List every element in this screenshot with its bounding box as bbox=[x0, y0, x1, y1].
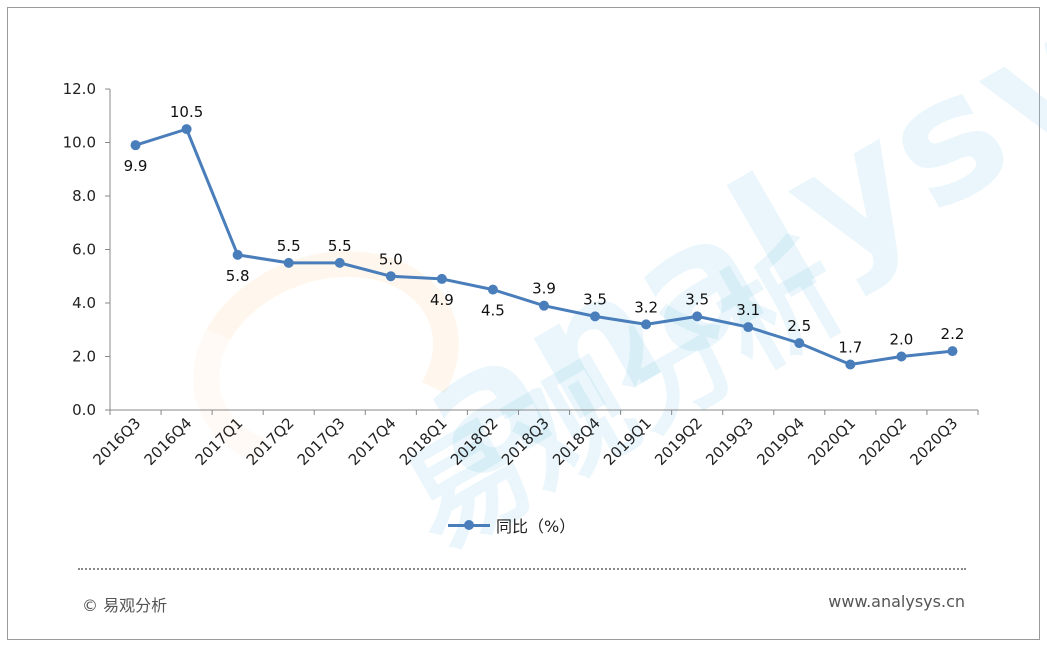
data-label: 10.5 bbox=[170, 103, 203, 121]
y-tick-label: 0.0 bbox=[72, 401, 96, 419]
data-label: 5.8 bbox=[226, 267, 250, 285]
x-tick-label: 2018Q2 bbox=[447, 414, 502, 469]
data-point bbox=[283, 257, 294, 268]
data-point bbox=[590, 311, 601, 322]
x-tick-label: 2017Q2 bbox=[243, 414, 298, 469]
y-tick-label: 10.0 bbox=[63, 134, 96, 152]
x-tick-label: 2019Q1 bbox=[600, 414, 655, 469]
x-tick-label: 2018Q3 bbox=[498, 414, 553, 469]
y-tick-label: 4.0 bbox=[72, 294, 96, 312]
footer-divider bbox=[78, 568, 966, 570]
x-tick-label: 2017Q4 bbox=[345, 414, 400, 469]
data-point bbox=[487, 284, 498, 295]
data-label: 1.7 bbox=[838, 339, 862, 357]
data-label: 2.2 bbox=[941, 325, 965, 343]
x-tick-label: 2016Q4 bbox=[141, 414, 196, 469]
data-point bbox=[385, 271, 396, 282]
y-tick-label: 2.0 bbox=[72, 348, 96, 366]
data-label: 4.9 bbox=[430, 291, 454, 309]
data-label: 3.5 bbox=[685, 290, 709, 308]
series-line bbox=[135, 127, 953, 367]
data-point bbox=[947, 346, 958, 357]
x-tick-label: 2017Q1 bbox=[192, 414, 247, 469]
data-label: 5.5 bbox=[328, 237, 352, 255]
data-point bbox=[743, 322, 754, 333]
chart-frame bbox=[7, 7, 1040, 640]
y-tick-label: 12.0 bbox=[63, 80, 96, 98]
data-point bbox=[232, 249, 243, 260]
x-tick-label: 2019Q4 bbox=[753, 414, 808, 469]
data-label: 2.5 bbox=[787, 317, 811, 335]
legend-label: 同比（%） bbox=[496, 517, 576, 536]
x-tick-label: 2018Q4 bbox=[549, 414, 604, 469]
data-point bbox=[436, 273, 447, 284]
x-tick-label: 2019Q3 bbox=[702, 414, 757, 469]
y-tick-label: 8.0 bbox=[72, 187, 96, 205]
data-label: 5.5 bbox=[277, 237, 301, 255]
legend-marker-icon bbox=[448, 519, 490, 530]
x-tick-label: 2020Q3 bbox=[906, 414, 961, 469]
data-point bbox=[539, 300, 549, 311]
data-point bbox=[845, 359, 856, 370]
data-label: 3.1 bbox=[736, 301, 760, 319]
data-point bbox=[334, 257, 345, 268]
data-label: 4.5 bbox=[481, 302, 505, 320]
x-tick-label: 2019Q2 bbox=[651, 414, 706, 469]
copyright-text: © 易观分析 bbox=[82, 596, 168, 615]
x-tick-label: 2016Q3 bbox=[90, 414, 145, 469]
data-label: 2.0 bbox=[889, 331, 913, 349]
data-label: 9.9 bbox=[124, 157, 148, 175]
data-point bbox=[896, 351, 907, 362]
x-tick-label: 2018Q1 bbox=[396, 414, 451, 469]
data-label: 3.5 bbox=[583, 290, 607, 308]
data-point bbox=[794, 338, 805, 349]
data-point bbox=[692, 311, 703, 322]
data-label: 5.0 bbox=[379, 250, 403, 268]
x-tick-label: 2020Q1 bbox=[804, 414, 859, 469]
x-tick-label: 2017Q3 bbox=[294, 414, 349, 469]
website-text: www.analysys.cn bbox=[828, 592, 965, 611]
data-label: 3.9 bbox=[532, 280, 556, 298]
x-tick-label: 2020Q2 bbox=[855, 414, 910, 469]
data-point bbox=[181, 124, 192, 135]
data-label: 3.2 bbox=[634, 298, 658, 316]
data-point bbox=[130, 140, 141, 151]
y-tick-label: 6.0 bbox=[72, 241, 96, 259]
data-point bbox=[641, 319, 652, 330]
legend: 同比（%） bbox=[448, 513, 575, 537]
